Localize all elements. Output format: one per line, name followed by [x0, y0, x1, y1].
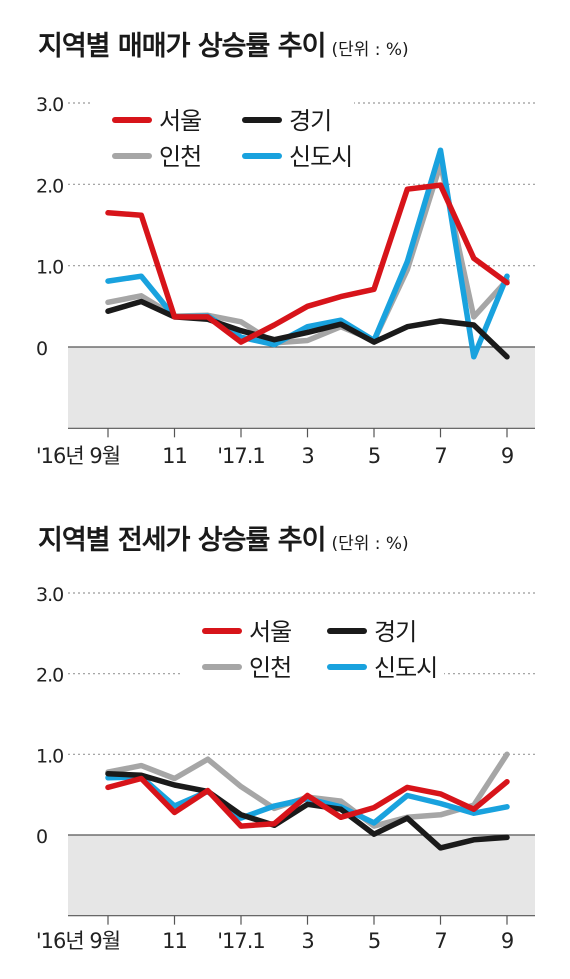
y-tick-label: 2.0: [36, 175, 63, 197]
x-tick-label: '17.1: [217, 929, 265, 953]
negative-zone: [68, 835, 535, 916]
y-tick-label: 3.0: [36, 94, 63, 116]
series-line-2: [105, 770, 510, 851]
legend-label: 신도시: [374, 654, 437, 682]
legend-label: 경기: [374, 618, 416, 646]
jeonse-price-panel: 지역별 전세가 상승률 추이 (단위 : %) 3.0 2.0 1.0 0 '16년 9월…: [0, 490, 570, 979]
legend-box: [182, 607, 444, 691]
series-line-1: [105, 182, 510, 345]
legend-label: 신도시: [289, 143, 352, 171]
x-tick-label: 5: [368, 444, 380, 468]
series-line-1: [105, 775, 510, 829]
legend-label: 인천: [159, 143, 201, 171]
legend-label: 인천: [249, 654, 291, 682]
x-tick-label: 9: [501, 929, 513, 953]
chart-title: 지역별 매매가 상승률 추이 (단위 : %): [38, 24, 409, 63]
legend-label: 경기: [289, 107, 331, 135]
y-tick-label: 2.0: [36, 665, 63, 687]
x-tick-label: '16년 9월: [36, 444, 120, 468]
x-tick-label: 7: [434, 444, 446, 468]
series-line-3: [105, 751, 510, 829]
negative-zone: [68, 347, 535, 429]
x-tick-label: 7: [434, 929, 446, 953]
x-tick-label: 5: [368, 929, 380, 953]
unit-label: (단위 : %): [331, 534, 409, 554]
y-tick-label: 3.0: [36, 584, 63, 606]
y-tick-label: 0: [36, 826, 47, 848]
x-tick-label: 9: [501, 444, 513, 468]
x-tick-label: 11: [162, 929, 187, 953]
chart-title-text: 지역별 전세가 상승률 추이: [38, 525, 326, 556]
legend-label: 서울: [249, 618, 291, 646]
y-tick-label: 1.0: [36, 745, 63, 767]
legend-label: 서울: [159, 107, 201, 135]
y-tick-label: 1.0: [36, 257, 63, 279]
x-tick-label: 3: [301, 444, 313, 468]
unit-label: (단위 : %): [331, 40, 409, 60]
x-tick-label: '16년 9월: [36, 929, 120, 953]
sale-price-panel: 지역별 매매가 상승률 추이 (단위 : %) 3.0 2.0 1.0 0 '16년 9월…: [36, 24, 535, 468]
chart-title-text: 지역별 매매가 상승률 추이: [38, 31, 326, 62]
x-tick-label: 3: [301, 929, 313, 953]
x-tick-label: 11: [162, 444, 187, 468]
y-tick-label: 0: [36, 338, 47, 360]
chart-title: 지역별 전세가 상승률 추이 (단위 : %): [38, 518, 409, 557]
legend-box: [92, 94, 354, 182]
x-tick-label: '17.1: [217, 444, 265, 468]
